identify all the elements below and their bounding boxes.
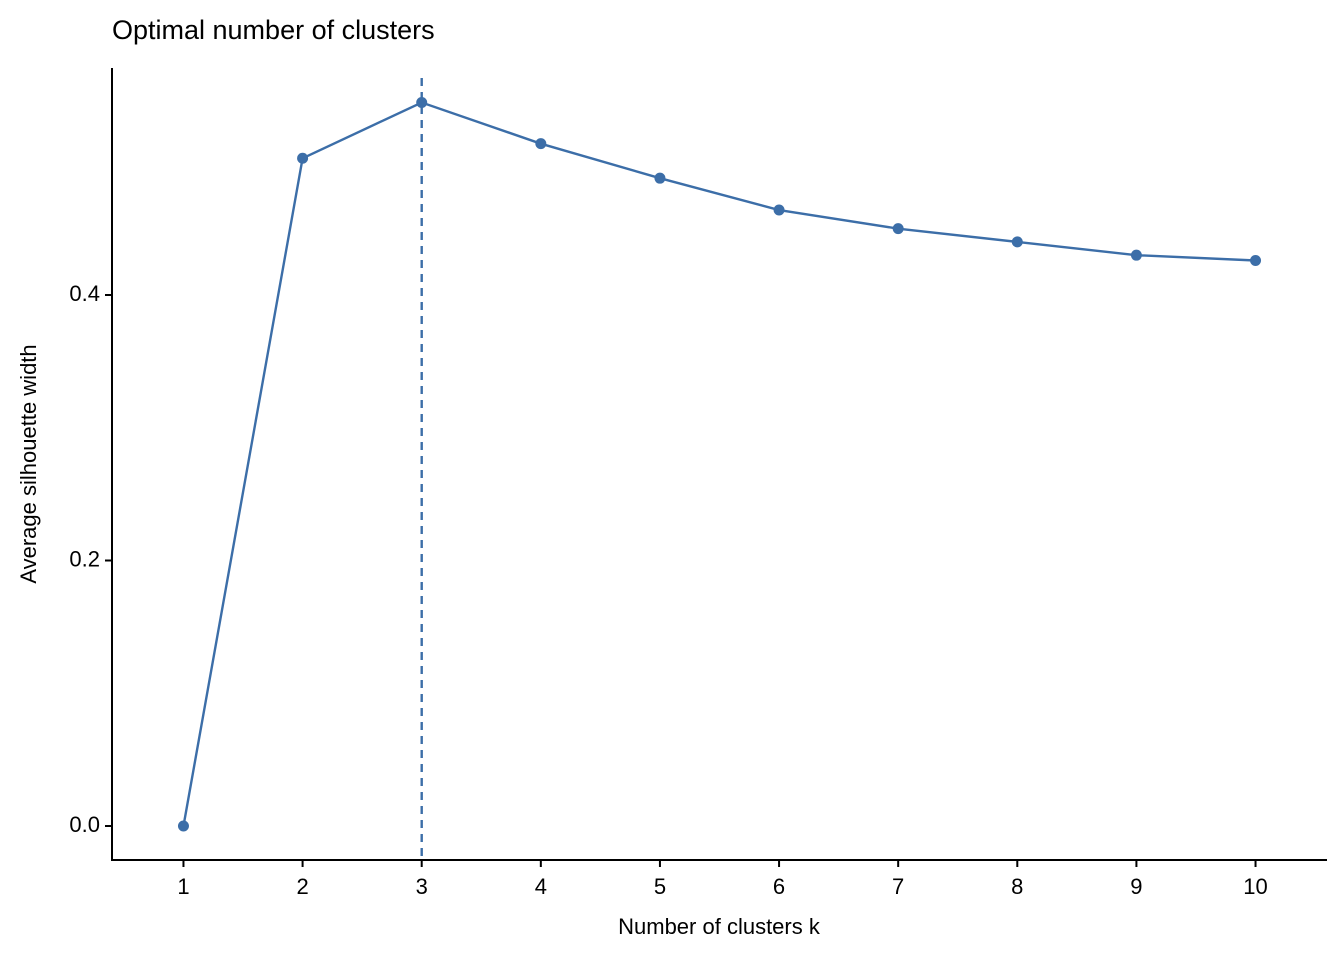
series-line	[182, 101, 1256, 827]
x-tick-label: 7	[892, 874, 904, 899]
data-point	[535, 138, 547, 150]
data-point	[177, 820, 189, 832]
data-point	[1250, 254, 1262, 266]
x-tick-label: 2	[296, 874, 308, 899]
chart-title: Optimal number of clusters	[112, 15, 435, 45]
x-tick-label: 6	[773, 874, 785, 899]
x-tick-label: 10	[1243, 874, 1267, 899]
x-axis-label: Number of clusters k	[618, 914, 821, 939]
y-tick-label: 0.0	[69, 812, 100, 837]
data-point	[1130, 249, 1142, 261]
data-point	[773, 204, 785, 216]
y-tick-label: 0.2	[69, 546, 100, 571]
data-point	[654, 172, 666, 184]
data-point	[416, 97, 428, 109]
x-tick-label: 5	[654, 874, 666, 899]
x-tick-label: 1	[177, 874, 189, 899]
data-point	[892, 223, 904, 235]
x-tick-label: 4	[535, 874, 547, 899]
y-tick-label: 0.4	[69, 281, 100, 306]
data-point	[1011, 236, 1023, 248]
data-point	[297, 152, 309, 164]
y-axis-label: Average silhouette width	[16, 344, 41, 583]
x-tick-label: 8	[1011, 874, 1023, 899]
x-tick-label: 9	[1130, 874, 1142, 899]
x-tick-label: 3	[416, 874, 428, 899]
